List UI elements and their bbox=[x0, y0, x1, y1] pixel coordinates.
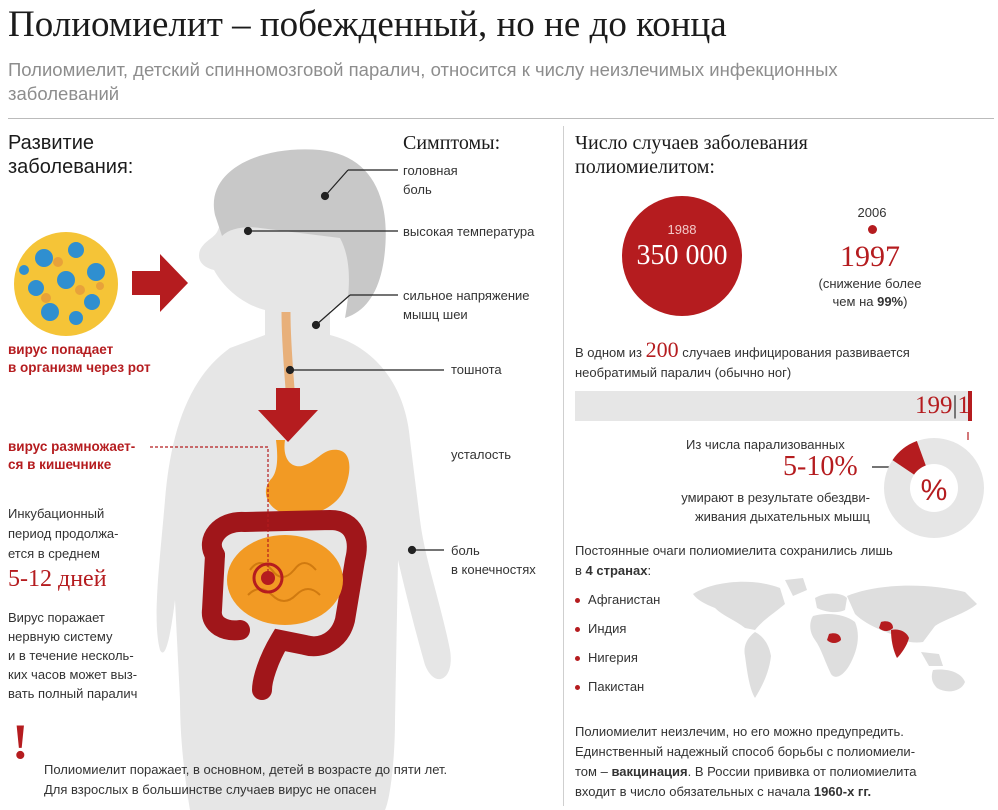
paralysis-stat: В одном из 200 случаев инфицирования раз… bbox=[575, 337, 910, 381]
decrease-note: (снижение более чем на 99%) bbox=[818, 276, 922, 309]
mortality-pie: % bbox=[872, 432, 984, 538]
mortality-value: 5-10% bbox=[783, 451, 858, 482]
symptom-fatigue: усталость bbox=[451, 447, 512, 462]
column-divider bbox=[563, 126, 564, 806]
cases-1988-value: 350 000 bbox=[636, 240, 728, 271]
prevention-text: Полиомиелит неизлечим, но его можно пред… bbox=[575, 724, 917, 799]
symptom-nausea: тошнота bbox=[451, 362, 502, 377]
virus-multiply-label: вирус размножает- ся в кишечнике bbox=[8, 439, 136, 472]
page-title: Полиомиелит – побежденный, но не до конц… bbox=[8, 4, 727, 45]
exclamation-icon: ! bbox=[12, 713, 29, 769]
cases-2006-dot bbox=[868, 225, 877, 234]
country-item: Нигерия bbox=[575, 650, 638, 666]
ratio-bar-marker bbox=[968, 391, 972, 421]
symptom-neck: сильное напряжение мышц шеи bbox=[403, 288, 530, 322]
country-item: Афганистан bbox=[575, 592, 660, 608]
child-hair bbox=[213, 149, 386, 318]
mortality-note: умирают в результате обездви- живания ды… bbox=[681, 490, 870, 524]
nervous-system-text: Вирус поражает нервную систему и в течен… bbox=[8, 610, 138, 701]
country-item: Индия bbox=[575, 621, 626, 637]
development-heading: Развитие заболевания: bbox=[8, 132, 134, 178]
cases-1988-year: 1988 bbox=[667, 222, 697, 237]
countries-intro: Постоянные очаги полиомиелита сохранилис… bbox=[575, 543, 893, 578]
incubation-days: 5-12 дней bbox=[8, 566, 107, 592]
symptoms-heading: Симптомы: bbox=[403, 132, 501, 154]
cases-heading: Число случаев заболевания полиомиелитом: bbox=[575, 132, 808, 178]
pie-percent-symbol: % bbox=[921, 474, 948, 507]
child-figure-illustration bbox=[150, 149, 451, 810]
incubation-text: Инкубационный период продолжа- ется в ср… bbox=[8, 506, 119, 561]
stomach bbox=[265, 440, 350, 516]
world-map bbox=[693, 578, 977, 698]
symptom-limbs: боль в конечностях bbox=[451, 543, 536, 577]
cases-2006-value: 1997 bbox=[840, 240, 900, 273]
small-intestine bbox=[227, 535, 343, 625]
down-arrow-icon bbox=[258, 388, 318, 442]
paralyzed-label: Из числа парализованных bbox=[686, 437, 845, 452]
ratio-bar bbox=[575, 391, 968, 421]
cases-1988-circle bbox=[622, 196, 742, 316]
age-footnote: Полиомиелит поражает, в основном, детей … bbox=[44, 762, 448, 797]
page-subtitle: Полиомиелит, детский спинномозговой пара… bbox=[8, 59, 838, 104]
symptom-fever: высокая температура bbox=[403, 224, 535, 239]
virus-icon bbox=[14, 232, 118, 336]
country-item: Пакистан bbox=[575, 679, 644, 695]
header-divider bbox=[8, 118, 994, 119]
large-intestine bbox=[201, 509, 367, 700]
symptom-headache: головная боль bbox=[403, 163, 458, 197]
right-arrow-icon bbox=[132, 254, 188, 312]
cases-2006-year: 2006 bbox=[857, 205, 887, 220]
ratio-value: 199|1 bbox=[915, 392, 971, 419]
virus-entry-label: вирус попадает в организм через рот bbox=[8, 342, 151, 375]
